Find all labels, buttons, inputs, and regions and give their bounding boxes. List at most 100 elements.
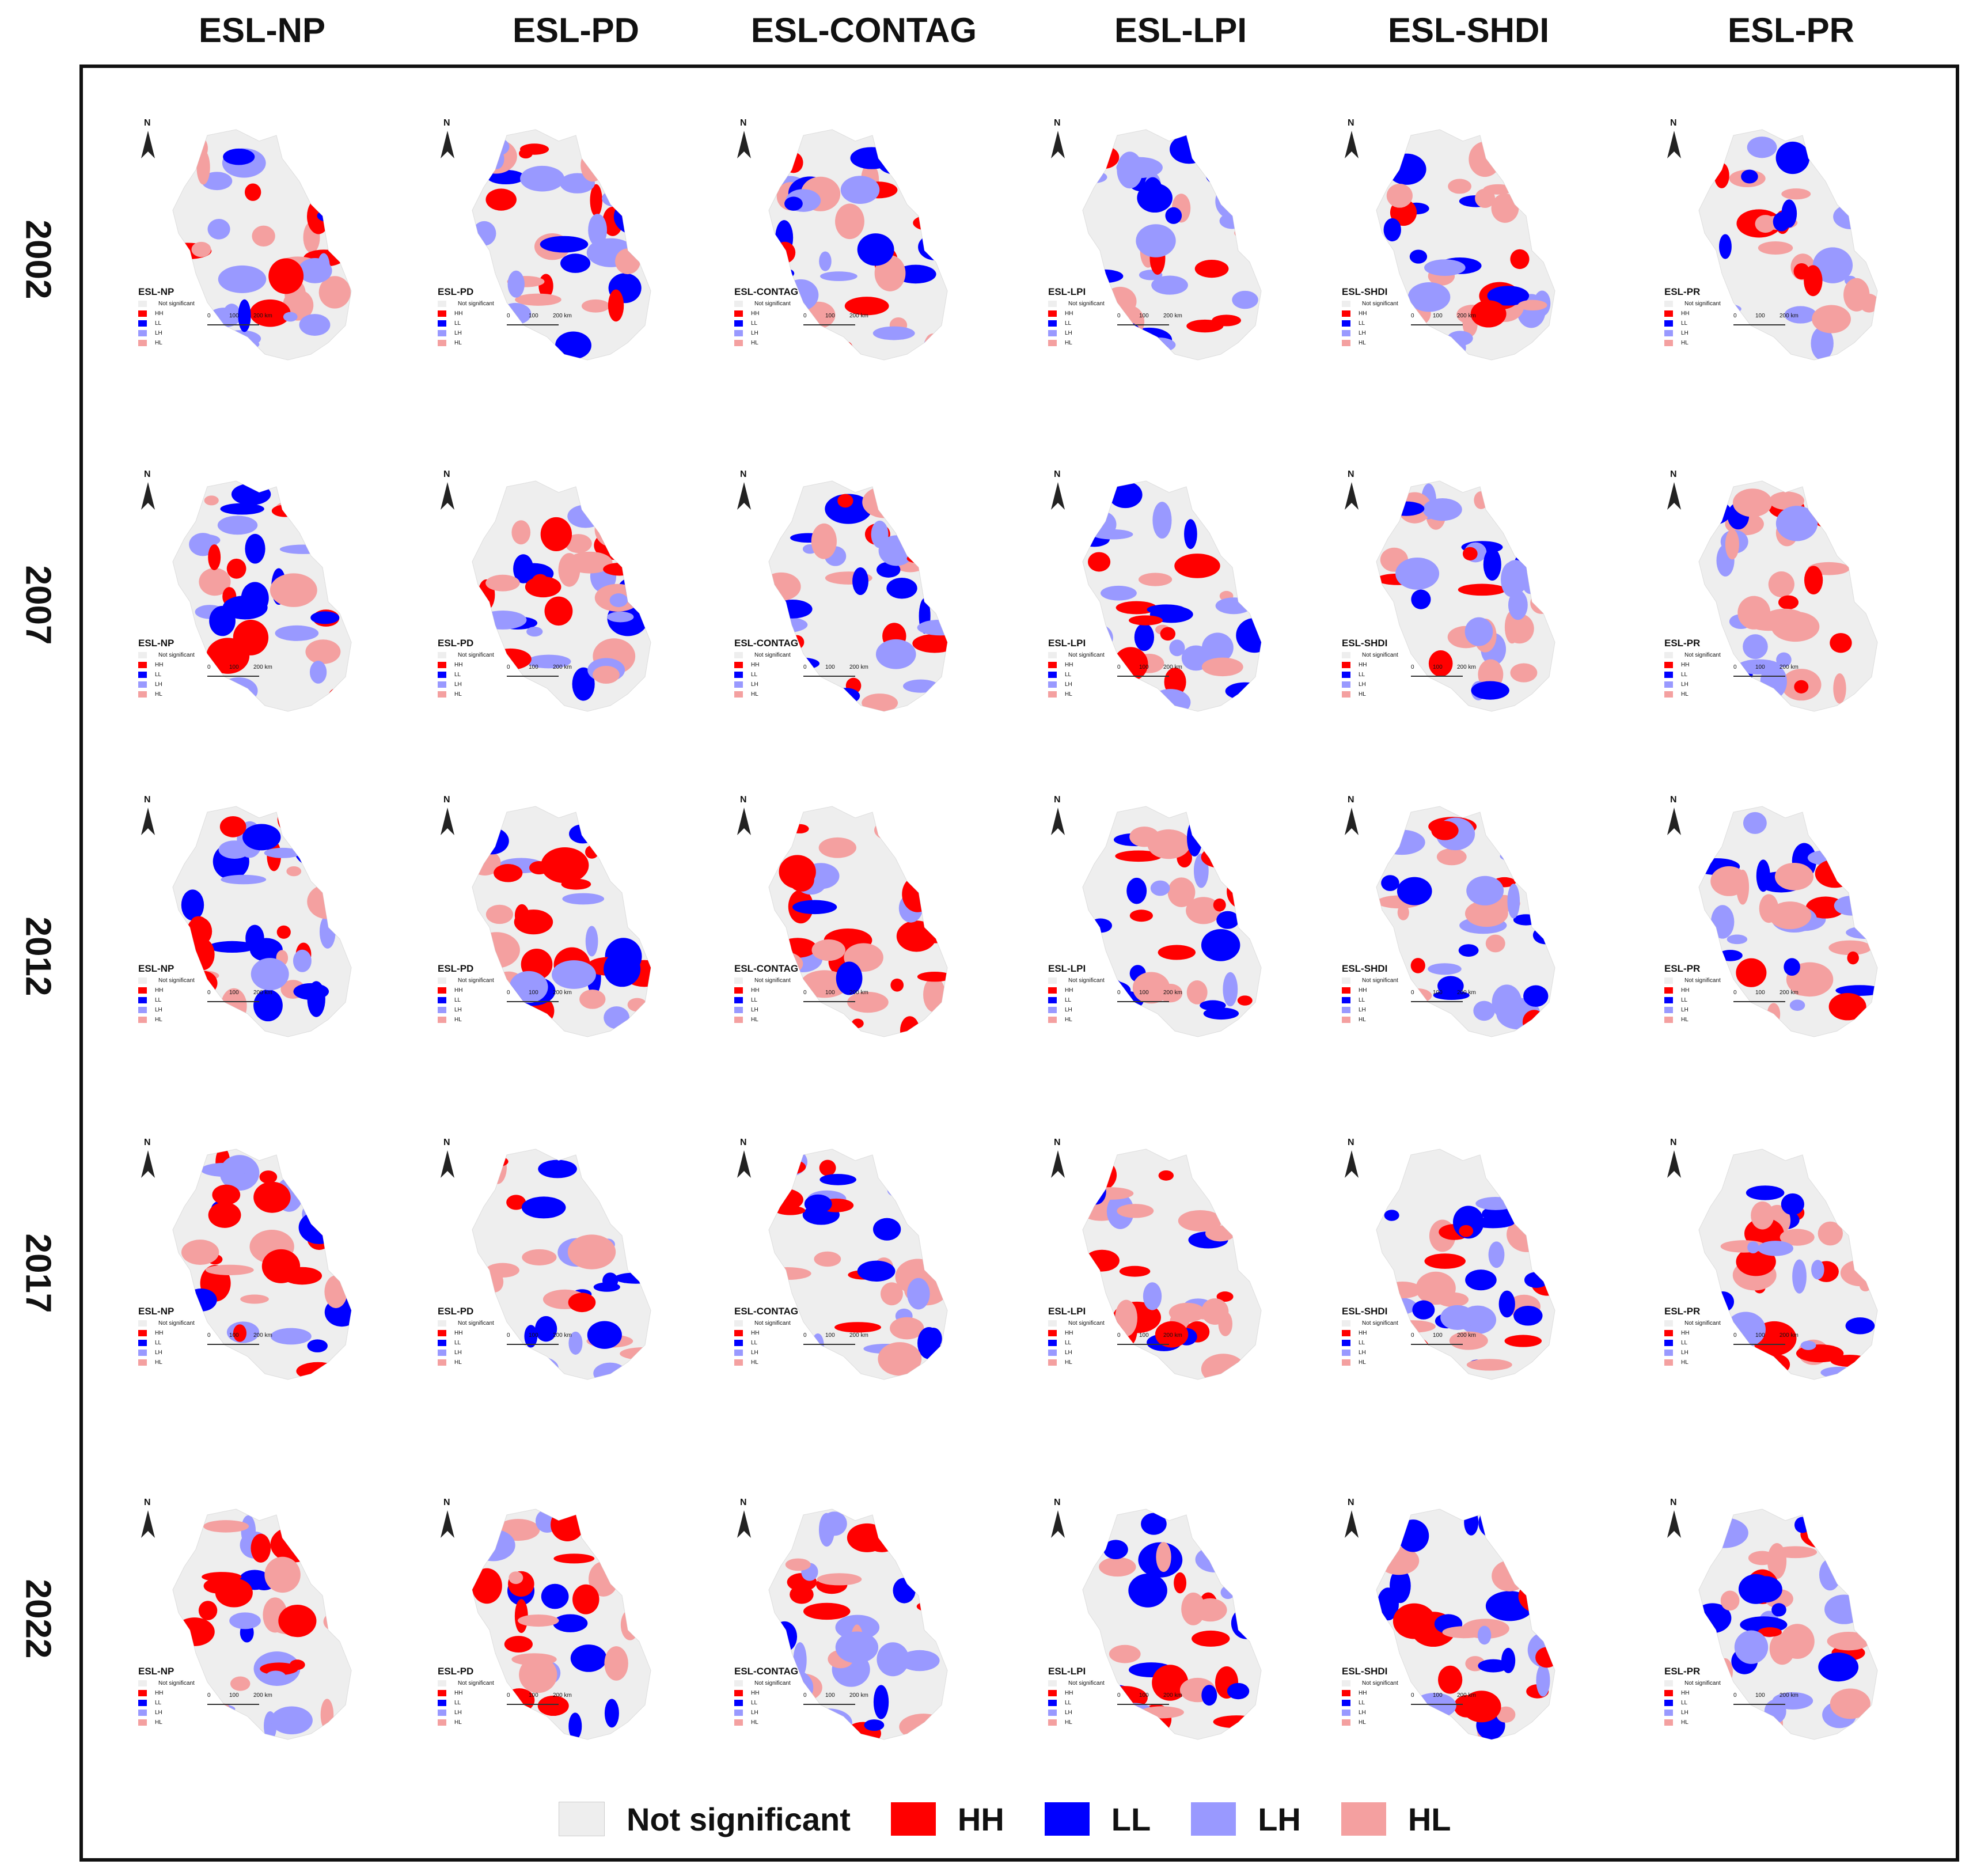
cluster-patch-lh [1152, 502, 1172, 539]
cluster-patch-hl [270, 573, 317, 607]
panel-legend-item-lh: LH [1342, 1708, 1434, 1718]
cluster-patch-lh [1378, 829, 1425, 855]
cluster-patch-lh [1464, 617, 1493, 646]
cluster-patch-ll [1383, 218, 1401, 242]
panel-legend-item-not-significant: Not significant [1664, 976, 1756, 986]
panel-legend-item-ll: LL [138, 319, 230, 328]
panel-legend-swatch [1342, 1007, 1350, 1013]
cluster-patch-lh [1195, 1546, 1235, 1572]
panel-legend-item-not-significant: Not significant [734, 650, 826, 660]
panel-legend-title: ESL-CONTAG [734, 963, 799, 974]
scale-bar: 0 100 200 km [1117, 664, 1182, 681]
north-arrow-icon: N [1342, 118, 1361, 164]
north-arrow-icon: N [1342, 795, 1361, 841]
cluster-patch-lh [1466, 876, 1504, 905]
cluster-patch-hh [336, 1520, 351, 1550]
panel-legend-label: HL [1359, 1017, 1366, 1023]
cluster-patch-hh [251, 1533, 271, 1563]
panel-legend-item-hh: HH [138, 1328, 230, 1338]
cluster-patch-ll [836, 961, 863, 995]
cluster-patch-hl [1132, 972, 1170, 1004]
cluster-patch-hh [215, 1578, 253, 1608]
panel-legend: ESL-PR Not significant HH LL LH HL [1664, 1666, 1756, 1727]
panel-legend-label: Not significant [1684, 652, 1721, 658]
panel-legend-swatch [1048, 330, 1057, 336]
cluster-patch-hh [525, 576, 561, 598]
cluster-patch-lh [907, 1278, 930, 1310]
north-arrow-icon: N [1048, 1498, 1068, 1544]
panel-legend-title: ESL-LPI [1048, 1306, 1086, 1317]
cluster-patch-hh [253, 1181, 291, 1213]
cluster-patch-ll [772, 600, 813, 619]
cluster-patch-ll [1141, 1513, 1167, 1535]
lisa-cluster-map [1082, 480, 1262, 712]
panel-legend-label: HL [454, 1017, 462, 1023]
panel-legend-label: LL [155, 1340, 162, 1346]
cluster-patch-lh [1700, 1517, 1748, 1548]
cluster-patch-lh [475, 1164, 493, 1177]
cluster-patch-ll [1108, 481, 1143, 509]
map-panel-esl-contag-2002: N ESL-CONTAG Not significant HH LL LH HL 0 100 20… [734, 118, 1005, 389]
scale-bar-tick: 0 [803, 990, 807, 996]
cluster-patch-ll [1699, 499, 1732, 526]
map-panel-esl-pd-2012: N ESL-PD Not significant HH LL LH HL 0 100 200 km [438, 795, 708, 1066]
cluster-patch-hl [1841, 1182, 1865, 1195]
cluster-patch-hl [1186, 980, 1208, 1005]
panel-legend-item-ll: LL [438, 995, 530, 1005]
cluster-patch-hl [1768, 571, 1794, 597]
cluster-patch-hl [874, 818, 915, 842]
cluster-patch-hh [1800, 1519, 1849, 1549]
scale-bar-line [207, 1704, 259, 1705]
map-panel-esl-lpi-2007: N ESL-LPI Not significant HH LL LH HL 0 100 200 k… [1048, 469, 1319, 740]
cluster-patch-hl [1436, 1292, 1469, 1307]
cluster-patch-lh [479, 610, 527, 630]
scale-bar-tick: 100 [529, 1692, 538, 1699]
cluster-patch-hh [913, 214, 947, 232]
panel-legend-label: HH [1359, 987, 1367, 994]
panel-legend: ESL-SHDI Not significant HH LL LH HL [1342, 963, 1434, 1025]
cluster-patch-ll [1523, 985, 1549, 1007]
panel-legend-label: LH [1065, 330, 1072, 336]
scale-bar-line [1117, 1344, 1169, 1345]
cluster-patch-hl [519, 1657, 557, 1693]
north-arrow-shape [441, 131, 454, 158]
cluster-patch-hl [1712, 1161, 1728, 1174]
panel-legend-swatch [1342, 681, 1350, 688]
cluster-patch-hl [1831, 1528, 1877, 1558]
cluster-patch-lh [618, 1530, 644, 1559]
cluster-patch-hh [847, 1523, 887, 1552]
cluster-patch-hl [1506, 170, 1553, 194]
cluster-patch-hh [1811, 508, 1857, 529]
cluster-patch-hl [318, 276, 351, 309]
cluster-patch-hl [1769, 901, 1812, 930]
legend-swatch-ll [1044, 1802, 1090, 1836]
panel-legend-label: LH [454, 681, 462, 688]
cluster-patch-lh [1422, 498, 1462, 521]
cluster-patch-hh [1763, 1354, 1790, 1375]
cluster-patch-hl [1466, 1359, 1512, 1371]
panel-legend-label: LL [1359, 672, 1365, 678]
cluster-patch-ll [307, 1339, 328, 1352]
cluster-patch-lh [207, 219, 230, 240]
cluster-patch-hh [1194, 259, 1229, 278]
cluster-patch-lh [1789, 999, 1805, 1011]
panel-legend-label: LL [751, 997, 758, 1003]
panel-legend-item-hh: HH [734, 986, 826, 995]
scale-bar-tick: 200 km [849, 990, 868, 996]
cluster-patch-hh [1513, 1208, 1541, 1229]
cluster-patch-hh [902, 876, 934, 912]
panel-legend-item-hl: HL [438, 689, 530, 699]
scale-bar-line [507, 1001, 559, 1002]
cluster-patch-hh [1213, 1715, 1260, 1729]
north-label: N [1670, 1498, 1677, 1507]
cluster-patch-lh [200, 1162, 249, 1177]
cluster-patch-lh [1440, 1305, 1475, 1330]
cluster-patch-lh [229, 1612, 261, 1629]
panel-legend: ESL-CONTAG Not significant HH LL LH HL [734, 963, 826, 1025]
panel-legend-swatch [1664, 1350, 1673, 1356]
legend-label-lh: LH [1258, 1801, 1301, 1837]
north-arrow-shape [141, 1150, 155, 1178]
panel-legend-swatch [734, 1690, 743, 1696]
panel-legend-item-not-significant: Not significant [438, 1678, 530, 1688]
panel-legend-label: LL [1065, 320, 1072, 327]
